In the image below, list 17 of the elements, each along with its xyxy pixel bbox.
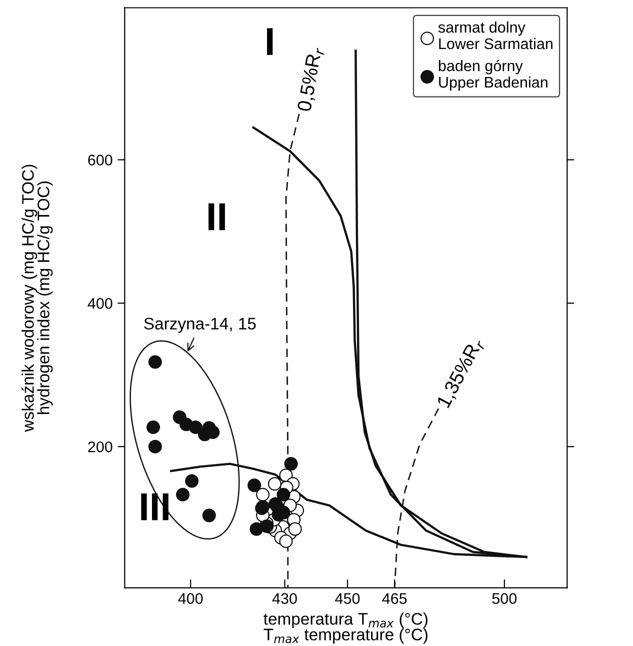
legend-label: sarmat dolny Lower Sarmatian: [438, 22, 552, 50]
text: temperatura T$_{max}$ (°C) T$_{max}$ temperature (°C): [264, 612, 428, 644]
x-tick-label: 430: [272, 593, 297, 604]
legend-label: baden górny Upper Badenian: [438, 60, 548, 91]
y-tick-label: 400: [88, 298, 112, 309]
annotation: 1,35%R$_{r}$: [436, 336, 486, 410]
annotation: 0,5%R$_{r}$: [297, 46, 325, 112]
y-tick-label: 600: [88, 154, 112, 166]
x-tick-label: 450: [335, 593, 360, 604]
y-tick-label: 200: [88, 441, 112, 452]
annotation: I: [267, 28, 273, 55]
x-tick-label: 500: [492, 593, 517, 604]
y-axis-title: wskaźnik wodorowy (mg HC/g TOC) hydrogen index (mg HC/g TOC): [21, 164, 53, 432]
x-tick-label: 465: [382, 593, 407, 604]
annotation: II: [208, 203, 225, 230]
annotation: Sarzyna-14, 15: [144, 318, 256, 333]
x-tick-label: 400: [178, 593, 203, 604]
